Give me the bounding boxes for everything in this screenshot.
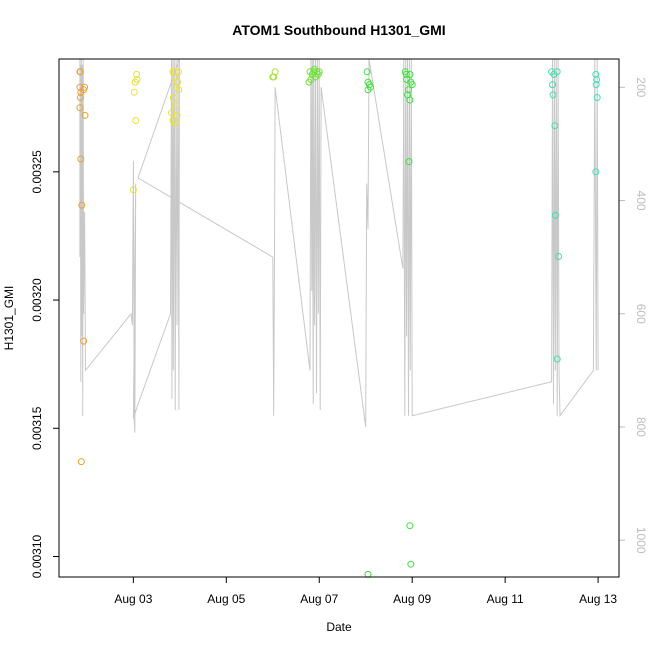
data-point — [553, 68, 561, 76]
data-point — [76, 68, 84, 76]
points-layer — [76, 65, 601, 578]
data-point — [592, 70, 600, 78]
data-point — [174, 78, 181, 86]
data-point — [406, 522, 414, 530]
x-axis-label: Date — [326, 620, 352, 634]
data-point — [77, 155, 85, 163]
data-point — [80, 337, 88, 345]
data-point — [405, 86, 412, 94]
data-point — [173, 111, 181, 119]
data-point — [129, 186, 137, 194]
data-point — [271, 68, 279, 76]
x-tick-label: Aug 09 — [393, 592, 431, 606]
data-point — [175, 86, 183, 94]
depth-track-layer — [79, 59, 599, 433]
data-point — [406, 96, 414, 104]
y2-tick-label: 200 — [634, 77, 648, 97]
x-tick-label: Aug 07 — [300, 592, 338, 606]
y2-tick-label: 800 — [634, 417, 648, 437]
data-point — [592, 168, 600, 176]
data-point — [174, 68, 182, 76]
x-tick-label: Aug 11 — [487, 592, 524, 606]
data-point — [551, 122, 559, 130]
data-point — [408, 81, 416, 89]
data-point — [171, 119, 179, 127]
data-point — [402, 70, 410, 78]
data-point — [406, 70, 414, 78]
axes-layer: Aug 03 Aug 05 Aug 07 Aug 09 Aug 11 Aug 13 0.00… — [30, 77, 648, 606]
data-point — [593, 76, 601, 83]
y2-tick-label: 600 — [634, 304, 648, 324]
data-point — [311, 65, 319, 73]
y-tick-label: 0.00315 — [30, 406, 44, 450]
data-point — [77, 458, 85, 466]
x-tick-label: Aug 03 — [114, 592, 152, 606]
data-point — [80, 86, 88, 94]
data-point — [131, 78, 139, 86]
y-tick-label: 0.00320 — [30, 278, 44, 322]
data-point — [170, 73, 178, 81]
data-point — [81, 111, 89, 119]
data-point — [592, 81, 600, 89]
data-point — [132, 117, 140, 124]
data-point — [168, 109, 175, 117]
data-point — [76, 94, 84, 101]
data-point — [130, 88, 138, 96]
data-point — [363, 68, 371, 76]
data-point — [364, 86, 372, 94]
x-tick-label: Aug 13 — [579, 592, 617, 606]
x-tick-label: Aug 05 — [207, 592, 245, 606]
data-point — [407, 560, 415, 568]
data-point — [169, 94, 177, 101]
chart-title: ATOM1 Southbound H1301_GMI — [232, 22, 445, 38]
y-axis-label: H1301_GMI — [2, 286, 16, 351]
data-point — [171, 68, 179, 76]
depth-track-line — [79, 59, 599, 433]
data-point — [555, 253, 563, 260]
data-point — [78, 201, 86, 209]
data-point — [549, 81, 556, 89]
data-point — [270, 73, 278, 81]
data-point — [593, 94, 601, 101]
plot-frame — [58, 58, 620, 578]
data-point — [405, 158, 413, 166]
data-point — [553, 355, 561, 363]
data-point — [551, 211, 559, 219]
y-tick-label: 0.00325 — [30, 150, 44, 194]
data-point — [305, 78, 313, 86]
y-tick-label: 0.00310 — [30, 534, 44, 578]
data-point — [76, 104, 84, 112]
y2-tick-label: 400 — [634, 191, 648, 211]
y2-tick-label: 1000 — [634, 527, 648, 554]
data-point — [549, 91, 557, 99]
data-point — [171, 101, 179, 109]
data-point — [133, 70, 141, 78]
